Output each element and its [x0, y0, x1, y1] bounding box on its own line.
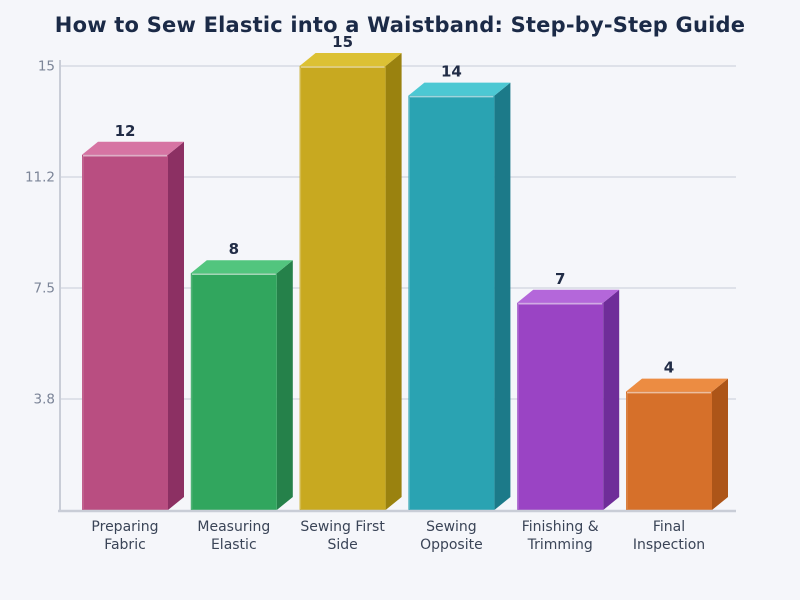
- x-axis-label-sewing-first-side: Sewing First Side: [300, 519, 385, 553]
- bar-value-label: 15: [332, 33, 353, 51]
- bar-side-face: [168, 141, 184, 511]
- bar-value-label: 14: [441, 63, 462, 81]
- bar-value-label: 12: [115, 122, 136, 140]
- x-axis-label-sewing-opposite: Sewing Opposite: [420, 519, 483, 553]
- bar-front-face: [190, 273, 277, 510]
- bar-side-face: [494, 82, 511, 510]
- bar-value-label: 8: [229, 240, 239, 258]
- bar-value-label: 7: [555, 270, 565, 288]
- bar-front-face: [517, 302, 604, 510]
- bar-side-face: [276, 260, 293, 510]
- bar-measuring-elastic[interactable]: 8: [190, 240, 293, 510]
- bar-sewing-opposite[interactable]: 14: [408, 63, 511, 510]
- bar-top-face: [408, 82, 511, 96]
- x-axis-label-finishing-trimming: Finishing & Trimming: [522, 519, 599, 553]
- bar-side-face: [603, 289, 620, 510]
- bar-front-face: [626, 391, 712, 510]
- y-tick-label: 11.2: [25, 170, 55, 186]
- bar-top-face: [190, 260, 293, 274]
- bar-front-face: [82, 154, 168, 511]
- x-axis-label-final-inspection: Final Inspection: [633, 519, 705, 553]
- y-tick-label: 3.8: [34, 392, 55, 408]
- bar-top-face: [299, 53, 402, 66]
- bar-preparing-fabric[interactable]: 12: [82, 122, 184, 511]
- bar-top-face: [82, 141, 184, 155]
- bar-final-inspection[interactable]: 4: [626, 359, 728, 510]
- bar-front-face: [408, 95, 495, 510]
- bar-top-face: [517, 289, 620, 303]
- x-axis-label-measuring-elastic: Measuring Elastic: [197, 519, 270, 553]
- bar-side-face: [385, 53, 402, 510]
- bar-side-face: [712, 378, 728, 510]
- bar-value-label: 4: [664, 359, 674, 377]
- bar-finishing-trimming[interactable]: 7: [517, 270, 620, 510]
- x-axis-label-preparing-fabric: Preparing Fabric: [91, 519, 158, 553]
- bar-front-face: [299, 66, 386, 510]
- bar-top-face: [626, 378, 728, 392]
- chart-title: How to Sew Elastic into a Waistband: Ste…: [54, 13, 746, 37]
- y-tick-label: 7.5: [34, 281, 55, 297]
- bar-sewing-first-side[interactable]: 15: [299, 33, 402, 510]
- y-tick-label: 15: [38, 59, 55, 75]
